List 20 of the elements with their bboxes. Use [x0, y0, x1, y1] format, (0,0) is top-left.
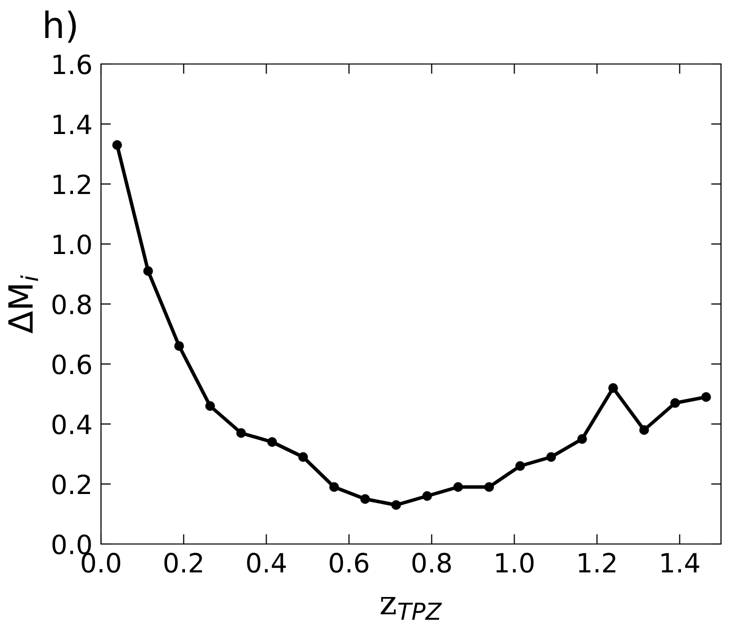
y-tick-label: 1.0	[54, 234, 91, 254]
x-tick-label: 1.4	[662, 553, 700, 572]
y-tick-label: 1.2	[54, 174, 90, 194]
y-tick-label: 0.8	[52, 294, 91, 314]
x-tick-label: 0.8	[412, 552, 451, 573]
y-axis-title: ΔM$_{i}$	[8, 275, 38, 334]
x-tick-label: 0.2	[164, 552, 202, 573]
chart-title: h)	[45, 10, 76, 43]
x-tick-label: 1.0	[496, 552, 534, 573]
x-tick-label: 0.4	[247, 552, 286, 573]
y-tick-label: 0.0	[52, 534, 91, 554]
y-tick-label: 0.6	[52, 354, 92, 374]
y-tick-label: 1.4	[54, 114, 92, 134]
y-tick-label: 1.6	[54, 54, 92, 74]
x-tick-label: 0.6	[330, 552, 368, 573]
y-tick-label: 0.4	[52, 414, 92, 434]
x-tick-label: 0.0	[82, 552, 120, 573]
x-tick-label: 1.2	[578, 552, 616, 572]
x-axis-title: z$_{TPZ}$	[380, 596, 442, 620]
y-tick-label: 0.2	[52, 474, 90, 494]
